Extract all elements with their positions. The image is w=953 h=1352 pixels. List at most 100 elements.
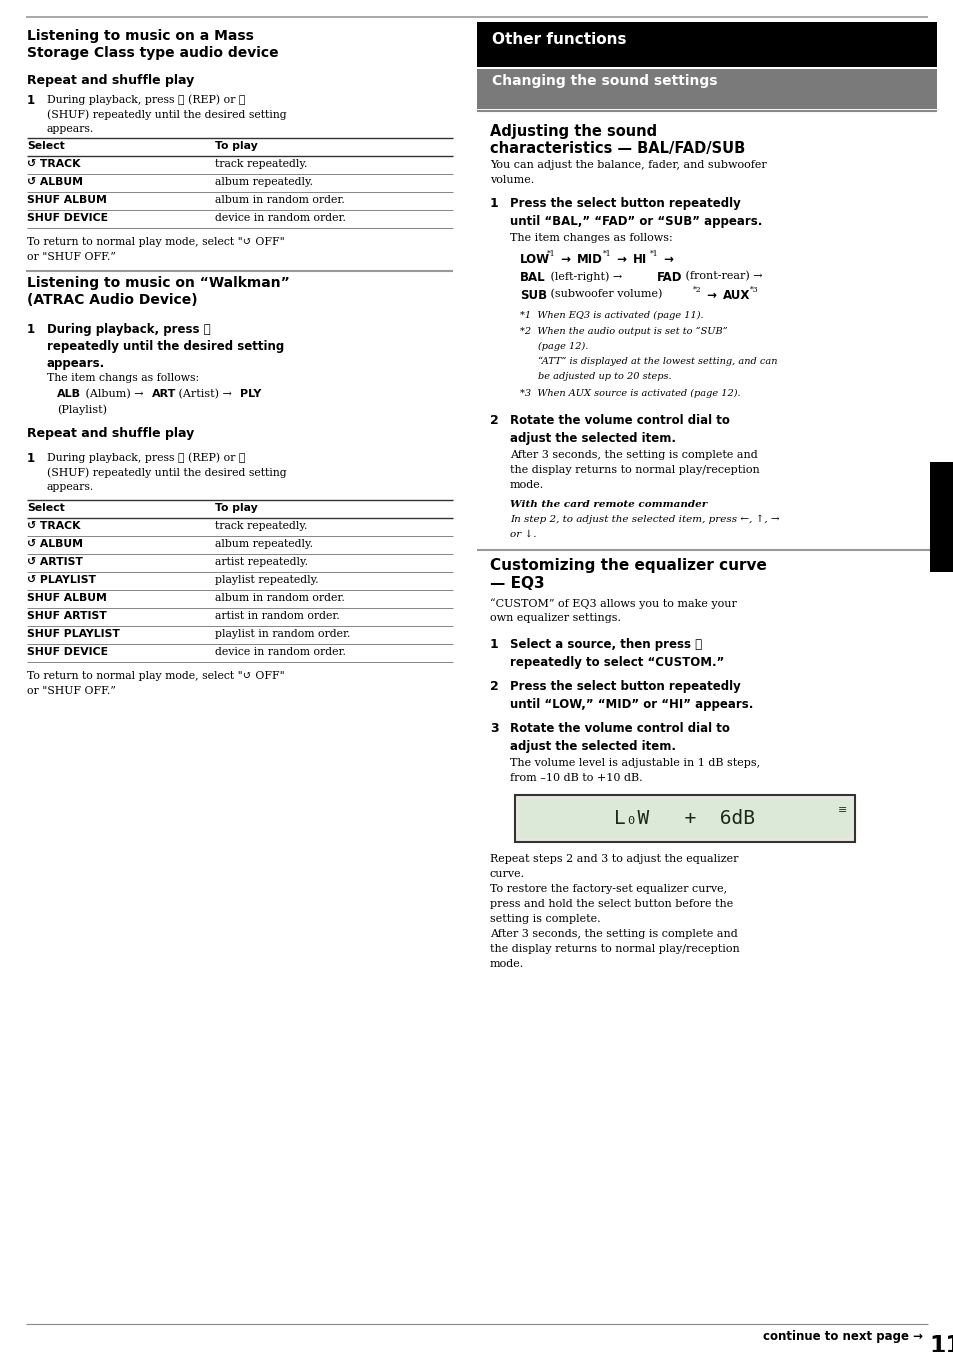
Text: or "SHUF OFF.”: or "SHUF OFF.”	[27, 685, 115, 696]
Text: mode.: mode.	[510, 480, 543, 489]
Text: Press the select button repeatedly: Press the select button repeatedly	[510, 680, 740, 694]
Text: Adjusting the sound: Adjusting the sound	[490, 124, 657, 139]
Text: Customizing the equalizer curve: Customizing the equalizer curve	[490, 558, 766, 573]
Text: until “LOW,” “MID” or “HI” appears.: until “LOW,” “MID” or “HI” appears.	[510, 698, 753, 711]
Text: Repeat and shuffle play: Repeat and shuffle play	[27, 427, 194, 439]
Text: →: →	[613, 253, 631, 266]
Text: artist in random order.: artist in random order.	[214, 611, 339, 621]
Text: characteristics — BAL/FAD/SUB: characteristics — BAL/FAD/SUB	[490, 141, 744, 155]
Text: SHUF ALBUM: SHUF ALBUM	[27, 594, 107, 603]
Text: 1: 1	[490, 197, 498, 210]
Text: SHUF DEVICE: SHUF DEVICE	[27, 648, 108, 657]
Text: To return to normal play mode, select "↺ OFF": To return to normal play mode, select "↺…	[27, 237, 284, 247]
Text: device in random order.: device in random order.	[214, 648, 346, 657]
Text: setting is complete.: setting is complete.	[490, 914, 600, 923]
Text: (SHUF) repeatedly until the desired setting: (SHUF) repeatedly until the desired sett…	[47, 466, 286, 477]
Text: ↺ ALBUM: ↺ ALBUM	[27, 177, 83, 187]
Text: (left-right) →: (left-right) →	[546, 270, 625, 281]
Text: (ATRAC Audio Device): (ATRAC Audio Device)	[27, 293, 197, 307]
Text: (front-rear) →: (front-rear) →	[681, 270, 761, 281]
Text: To restore the factory-set equalizer curve,: To restore the factory-set equalizer cur…	[490, 884, 726, 894]
Text: track repeatedly.: track repeatedly.	[214, 521, 307, 531]
Text: 1: 1	[27, 323, 35, 337]
Text: “CUSTOM” of EQ3 allows you to make your: “CUSTOM” of EQ3 allows you to make your	[490, 598, 736, 608]
Text: Repeat steps 2 and 3 to adjust the equalizer: Repeat steps 2 and 3 to adjust the equal…	[490, 854, 738, 864]
Text: *2: *2	[692, 287, 700, 293]
Text: or "SHUF OFF.”: or "SHUF OFF.”	[27, 251, 115, 262]
Text: (Album) →: (Album) →	[82, 389, 147, 399]
Text: — EQ3: — EQ3	[490, 576, 544, 591]
Text: Rotate the volume control dial to: Rotate the volume control dial to	[510, 722, 729, 735]
Text: playlist in random order.: playlist in random order.	[214, 629, 350, 639]
Text: ↺ ALBUM: ↺ ALBUM	[27, 539, 83, 549]
Text: In step 2, to adjust the selected item, press ←, ↑, →: In step 2, to adjust the selected item, …	[510, 515, 779, 525]
Text: (SHUF) repeatedly until the desired setting: (SHUF) repeatedly until the desired sett…	[47, 110, 286, 119]
Text: *2  When the audio output is set to “SUB”: *2 When the audio output is set to “SUB”	[519, 327, 727, 337]
Text: *1: *1	[546, 250, 555, 258]
Text: 1: 1	[27, 452, 35, 465]
Text: album repeatedly.: album repeatedly.	[214, 177, 313, 187]
Bar	[929, 462, 953, 572]
Text: *1: *1	[649, 250, 658, 258]
Text: PLY: PLY	[240, 389, 261, 399]
Text: playlist repeatedly.: playlist repeatedly.	[214, 575, 318, 585]
Text: Repeat and shuffle play: Repeat and shuffle play	[27, 74, 194, 87]
Text: L₀W   +  6dB: L₀W + 6dB	[614, 808, 755, 827]
Text: SHUF DEVICE: SHUF DEVICE	[27, 214, 108, 223]
Text: AUX: AUX	[722, 289, 750, 301]
Text: 1: 1	[490, 638, 498, 652]
Text: repeatedly until the desired setting: repeatedly until the desired setting	[47, 339, 284, 353]
Text: press and hold the select button before the: press and hold the select button before …	[490, 899, 733, 909]
Text: “ATT” is displayed at the lowest setting, and can: “ATT” is displayed at the lowest setting…	[537, 357, 777, 366]
Text: SUB: SUB	[519, 289, 547, 301]
Text: 3: 3	[490, 722, 498, 735]
Text: ART: ART	[152, 389, 176, 399]
Text: *3: *3	[749, 287, 758, 293]
Text: from –10 dB to +10 dB.: from –10 dB to +10 dB.	[510, 773, 642, 783]
Text: After 3 seconds, the setting is complete and: After 3 seconds, the setting is complete…	[490, 929, 737, 940]
Bar	[476, 22, 936, 68]
Bar	[518, 799, 850, 838]
Text: Changing the sound settings: Changing the sound settings	[492, 74, 717, 88]
Text: During playback, press ⓢ (REP) or ⓣ: During playback, press ⓢ (REP) or ⓣ	[47, 452, 245, 462]
Text: ≡: ≡	[837, 804, 846, 815]
Text: 2: 2	[490, 414, 498, 427]
Text: own equalizer settings.: own equalizer settings.	[490, 612, 620, 623]
Text: Select: Select	[27, 503, 65, 512]
Text: →: →	[557, 253, 575, 266]
Text: curve.: curve.	[490, 869, 524, 879]
Bar	[515, 795, 854, 842]
Text: SHUF ALBUM: SHUF ALBUM	[27, 195, 107, 206]
Text: (Playlist): (Playlist)	[57, 404, 107, 415]
Text: album in random order.: album in random order.	[214, 594, 344, 603]
Text: LOW: LOW	[519, 253, 550, 266]
Text: adjust the selected item.: adjust the selected item.	[510, 740, 676, 753]
Text: After 3 seconds, the setting is complete and: After 3 seconds, the setting is complete…	[510, 450, 757, 460]
Text: ↺ TRACK: ↺ TRACK	[27, 160, 80, 169]
Text: (page 12).: (page 12).	[537, 342, 588, 352]
Text: appears.: appears.	[47, 357, 105, 370]
Text: BAL: BAL	[519, 270, 545, 284]
Text: *1: *1	[602, 250, 611, 258]
Text: HI: HI	[633, 253, 646, 266]
Text: Select: Select	[27, 141, 65, 151]
Text: the display returns to normal play/reception: the display returns to normal play/recep…	[490, 944, 739, 955]
Text: ↺ TRACK: ↺ TRACK	[27, 521, 80, 531]
Text: be adjusted up to 20 steps.: be adjusted up to 20 steps.	[537, 372, 671, 381]
Text: appears.: appears.	[47, 483, 94, 492]
Text: *3  When AUX source is activated (page 12).: *3 When AUX source is activated (page 12…	[519, 389, 740, 397]
Text: the display returns to normal play/reception: the display returns to normal play/recep…	[510, 465, 759, 475]
Text: repeatedly to select “CUSTOM.”: repeatedly to select “CUSTOM.”	[510, 656, 723, 669]
Text: Other functions: Other functions	[492, 32, 626, 47]
Text: You can adjust the balance, fader, and subwoofer: You can adjust the balance, fader, and s…	[490, 160, 766, 170]
Text: The volume level is adjustable in 1 dB steps,: The volume level is adjustable in 1 dB s…	[510, 758, 760, 768]
Text: Listening to music on “Walkman”: Listening to music on “Walkman”	[27, 276, 290, 289]
Text: Select a source, then press ⓔ: Select a source, then press ⓔ	[510, 638, 701, 652]
Text: ↺ PLAYLIST: ↺ PLAYLIST	[27, 575, 96, 585]
Text: track repeatedly.: track repeatedly.	[214, 160, 307, 169]
Text: (Artist) →: (Artist) →	[174, 389, 235, 399]
Text: Listening to music on a Mass: Listening to music on a Mass	[27, 28, 253, 43]
Text: 2: 2	[490, 680, 498, 694]
Text: 11: 11	[928, 1334, 953, 1352]
Text: device in random order.: device in random order.	[214, 214, 346, 223]
